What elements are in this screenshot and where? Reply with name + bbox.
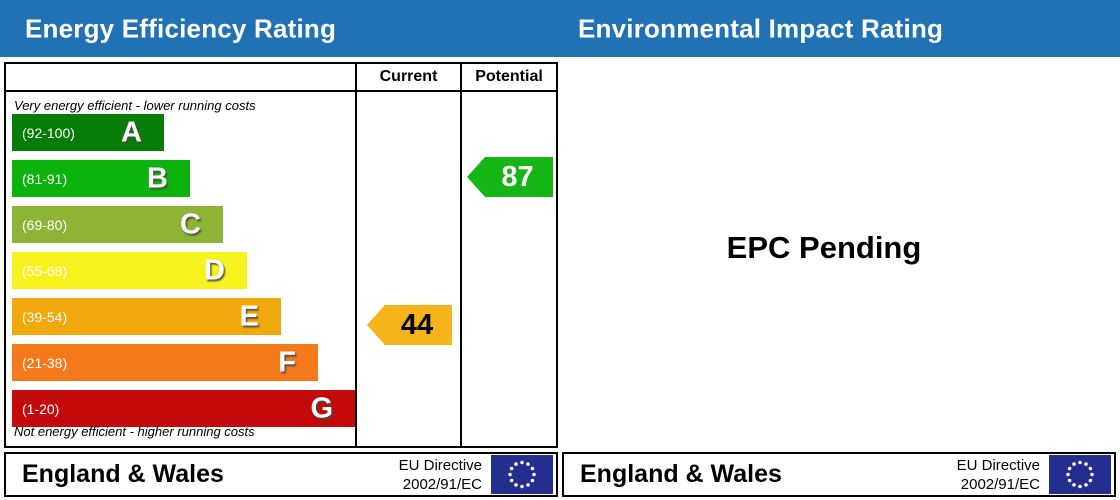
- band-g-range: (1-20): [22, 400, 60, 417]
- region-label: England & Wales: [580, 460, 782, 488]
- band-g: (1-20) G: [12, 390, 355, 427]
- epc-pending-status: EPC Pending: [726, 230, 922, 265]
- eu-directive-line1: EU Directive: [956, 456, 1040, 474]
- band-b-letter: B: [147, 162, 168, 194]
- environmental-impact-title: Environmental Impact Rating: [578, 13, 944, 43]
- environmental-footer: England & Wales EU Directive 2002/91/EC: [562, 452, 1116, 497]
- band-c-letter: C: [180, 208, 201, 240]
- eu-directive-line2: 2002/91/EC: [402, 475, 482, 493]
- energy-rating-table: Current Potential Very energy efficient …: [4, 62, 558, 448]
- eu-directive-line1: EU Directive: [398, 456, 482, 474]
- eu-flag-icon: [491, 455, 553, 494]
- band-c-range: (69-80): [22, 216, 68, 233]
- band-d-range: (55-68): [22, 262, 68, 279]
- potential-value-column: 87: [462, 92, 556, 446]
- band-chart-area: Very energy efficient - lower running co…: [6, 92, 357, 446]
- rating-table-header: Current Potential: [6, 64, 556, 92]
- band-c: (69-80) C: [12, 206, 223, 243]
- header-current-cell: Current: [357, 64, 462, 90]
- band-a-letter: A: [121, 116, 142, 148]
- band-a: (92-100) A: [12, 114, 164, 151]
- title-bar: Energy Efficiency Rating Environmental I…: [0, 0, 1120, 57]
- current-column-label: Current: [379, 68, 438, 85]
- band-d: (55-68) D: [12, 252, 247, 289]
- rating-table-body: Very energy efficient - lower running co…: [6, 92, 556, 446]
- band-e-range: (39-54): [22, 308, 68, 325]
- current-arrow: 44: [367, 305, 452, 345]
- eu-directive-line2: 2002/91/EC: [960, 475, 1040, 493]
- band-f: (21-38) F: [12, 344, 318, 381]
- current-value-column: 44: [357, 92, 462, 446]
- eu-directive-text: EU Directive 2002/91/EC: [399, 456, 491, 494]
- band-b: (81-91) B: [12, 160, 190, 197]
- band-d-letter: D: [204, 254, 225, 286]
- band-g-letter: G: [310, 392, 333, 424]
- band-b-range: (81-91): [22, 170, 68, 187]
- eu-flag-icon: [1049, 455, 1111, 494]
- potential-value: 87: [501, 160, 534, 193]
- top-caption: Very energy efficient - lower running co…: [14, 98, 256, 113]
- potential-arrow: 87: [467, 157, 553, 197]
- band-e: (39-54) E: [12, 298, 281, 335]
- header-empty-cell: [6, 64, 357, 90]
- band-e-letter: E: [239, 300, 259, 332]
- band-f-letter: F: [278, 346, 296, 378]
- energy-footer: England & Wales EU Directive 2002/91/EC: [4, 452, 558, 497]
- region-label: England & Wales: [22, 460, 224, 488]
- current-value: 44: [400, 308, 434, 341]
- header-potential-cell: Potential: [462, 64, 556, 90]
- band-f-range: (21-38): [22, 354, 68, 371]
- potential-column-label: Potential: [475, 68, 543, 85]
- band-a-range: (92-100): [22, 124, 75, 141]
- energy-efficiency-title: Energy Efficiency Rating: [25, 13, 337, 43]
- eu-directive-text: EU Directive 2002/91/EC: [957, 456, 1049, 494]
- bottom-caption: Not energy efficient - higher running co…: [14, 424, 255, 439]
